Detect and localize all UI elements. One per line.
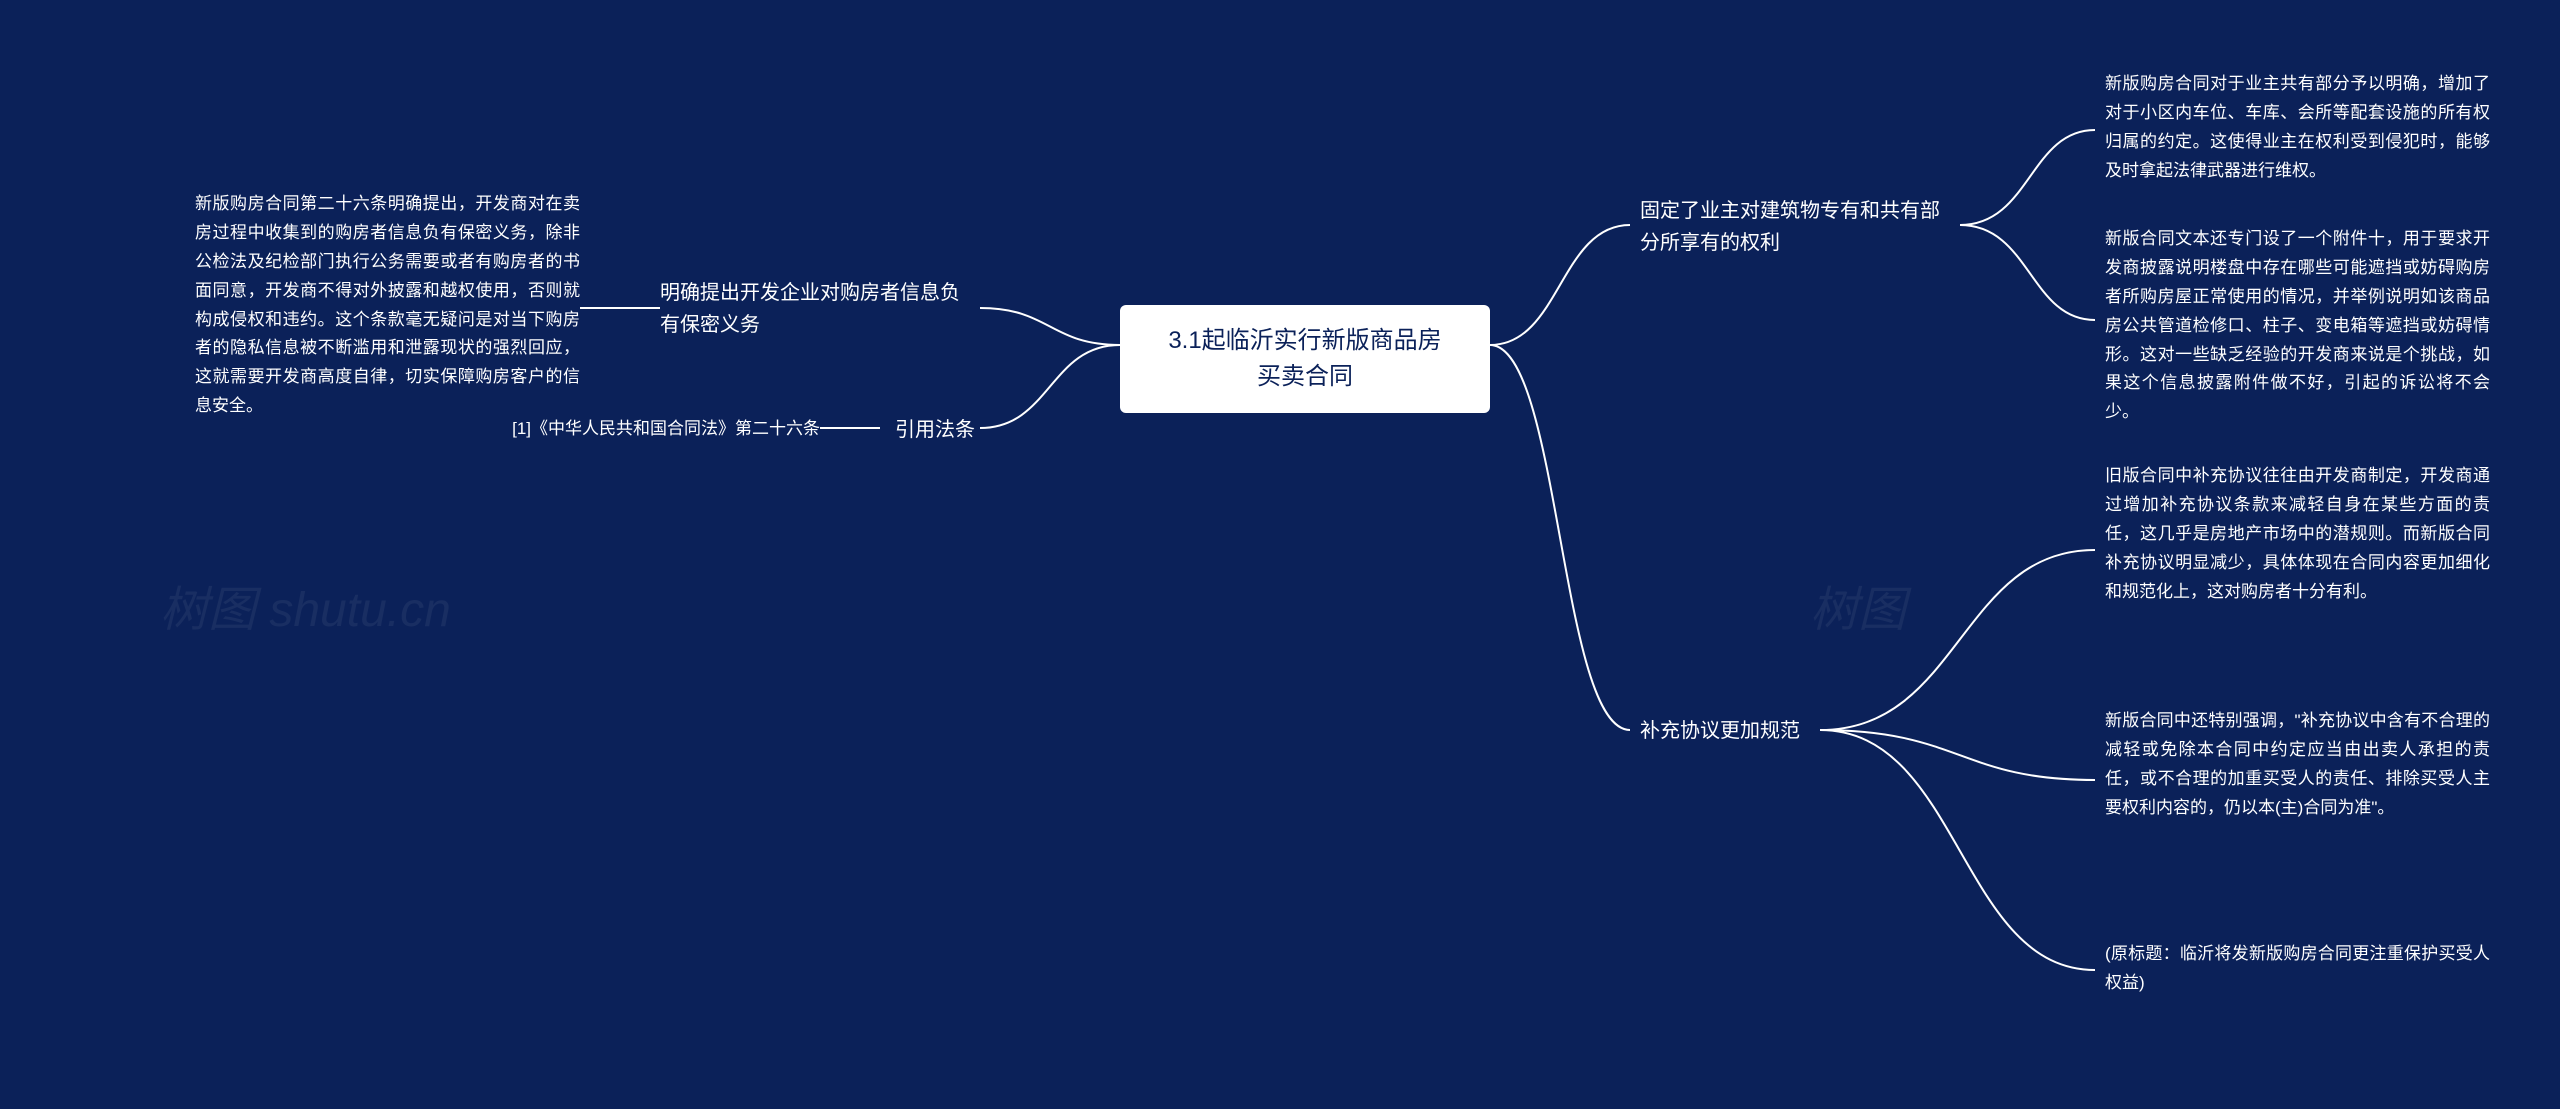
right-branch-1-leaf-1: 新版购房合同对于业主共有部分予以明确，增加了对于小区内车位、车库、会所等配套设施… <box>2105 70 2490 186</box>
left-branch-1-leaf: 新版购房合同第二十六条明确提出，开发商对在卖房过程中收集到的购房者信息负有保密义… <box>195 190 580 421</box>
right-branch-1-leaf-2: 新版合同文本还专门设了一个附件十，用于要求开发商披露说明楼盘中存在哪些可能遮挡或… <box>2105 225 2490 427</box>
left-branch-2-label: 引用法条 <box>895 414 975 446</box>
watermark-left: 树图 shutu.cn <box>160 570 451 640</box>
watermark-right: 树图 <box>1810 570 1906 640</box>
right-branch-2-leaf-3: (原标题：临沂将发新版购房合同更注重保护买受人权益) <box>2105 940 2490 998</box>
right-branch-2-label: 补充协议更加规范 <box>1640 715 1800 747</box>
center-node: 3.1起临沂实行新版商品房 买卖合同 <box>1120 305 1490 413</box>
left-branch-2-leaf: [1]《中华人民共和国合同法》第二十六条 <box>470 415 820 444</box>
center-line1: 3.1起临沂实行新版商品房 <box>1148 323 1462 359</box>
right-branch-1-label: 固定了业主对建筑物专有和共有部 分所享有的权利 <box>1640 195 1960 259</box>
right-branch-2-leaf-1: 旧版合同中补充协议往往由开发商制定，开发商通过增加补充协议条款来减轻自身在某些方… <box>2105 462 2490 606</box>
left-branch-1-label: 明确提出开发企业对购房者信息负 有保密义务 <box>660 277 980 341</box>
right-branch-2-leaf-2: 新版合同中还特别强调，"补充协议中含有不合理的减轻或免除本合同中约定应当由出卖人… <box>2105 707 2490 823</box>
center-line2: 买卖合同 <box>1148 359 1462 395</box>
